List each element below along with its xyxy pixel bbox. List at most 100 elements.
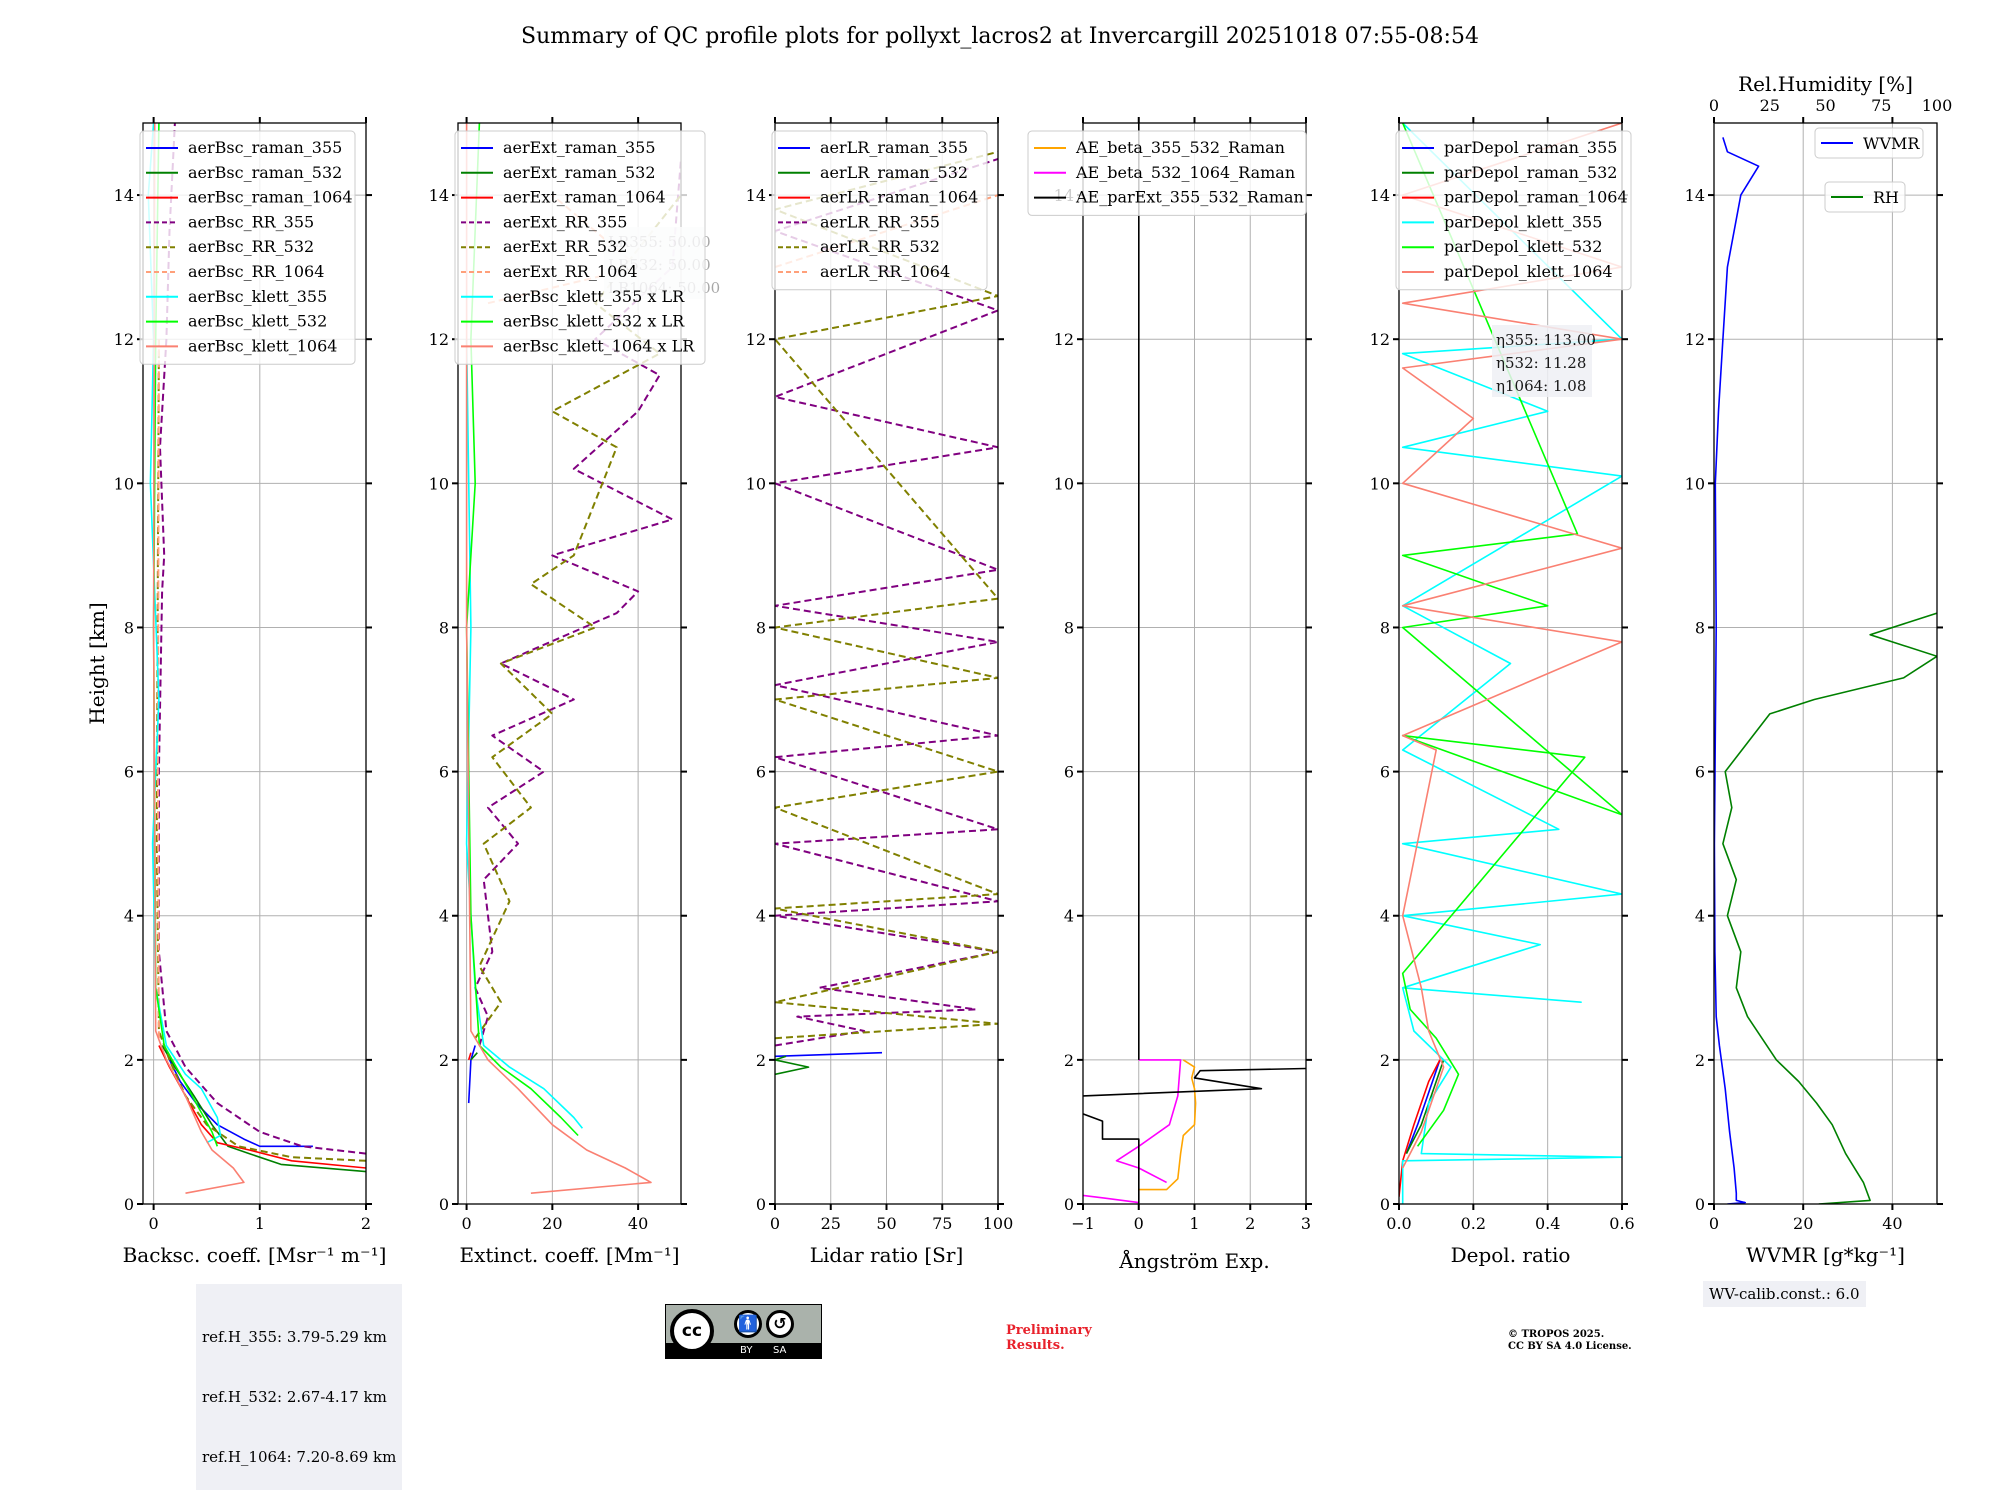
legend-label[interactable]: parDepol_raman_532 [1444, 163, 1617, 182]
y-tick-label: 8 [1064, 618, 1074, 637]
series-line-aerlr-rr-355 [775, 158, 998, 1047]
legend-label[interactable]: aerExt_RR_1064 [503, 262, 638, 281]
y-tick-label: 14 [429, 186, 449, 205]
legend-label[interactable]: parDepol_raman_1064 [1444, 188, 1628, 207]
y-tick-label: 6 [439, 763, 449, 782]
x-tick-label: 25 [821, 1214, 841, 1233]
legend-label[interactable]: parDepol_klett_532 [1444, 237, 1602, 256]
legend-label[interactable]: parDepol_raman_355 [1444, 138, 1617, 157]
y-tick-label: 12 [114, 330, 134, 349]
legend-label[interactable]: aerBsc_klett_355 x LR [503, 287, 685, 306]
legend-label[interactable]: parDepol_klett_1064 [1444, 262, 1613, 281]
legend-label[interactable]: AE_beta_355_532_Raman [1075, 138, 1285, 157]
series-line-pardepol-raman-355 [1405, 1059, 1441, 1154]
x-top-tick-label: 100 [1922, 96, 1953, 115]
x-tick-label: 40 [1882, 1214, 1902, 1233]
series-line-aerbsc-raman-355 [163, 1045, 313, 1148]
legend-label[interactable]: aerLR_raman_532 [820, 163, 968, 182]
x-tick-label: 50 [876, 1214, 896, 1233]
y-tick-label: 4 [756, 907, 766, 926]
y-tick-label: 12 [1370, 330, 1390, 349]
legend-label[interactable]: aerExt_raman_1064 [503, 188, 666, 207]
legend-label[interactable]: aerBsc_klett_355 [188, 287, 327, 306]
series-line-pardepol-klett-355 [1401, 123, 1622, 1204]
series-group [147, 123, 366, 1194]
legend-label[interactable]: aerExt_raman_532 [503, 163, 656, 182]
y-tick-label: 2 [1695, 1051, 1705, 1070]
x-tick-label: 2 [1245, 1214, 1255, 1233]
y-tick-label: 2 [1380, 1051, 1390, 1070]
legend-label[interactable]: WVMR [1863, 134, 1920, 153]
x-top-tick-label: 25 [1760, 96, 1780, 115]
series-line-wvmr [1714, 137, 1760, 1204]
x-axis-label: WVMR [g*kg⁻¹] [1746, 1243, 1905, 1267]
y-tick-label: 2 [756, 1051, 766, 1070]
y-tick-label: 6 [756, 763, 766, 782]
x-axis-label: Ångström Exp. [1118, 1248, 1269, 1273]
y-tick-label: 4 [124, 907, 134, 926]
x-top-tick-label: 50 [1815, 96, 1835, 115]
legend-label[interactable]: RH [1873, 188, 1899, 207]
legend-label[interactable]: aerBsc_klett_1064 [188, 336, 337, 355]
legend-label[interactable]: aerBsc_RR_355 [188, 212, 314, 231]
legend-label[interactable]: aerBsc_raman_355 [188, 138, 342, 157]
legend-label[interactable]: aerBsc_raman_532 [188, 163, 342, 182]
series-line-aerbsc-klett-532-x-lr [465, 123, 579, 1137]
legend-label[interactable]: aerBsc_klett_532 [188, 312, 327, 331]
legend-box [1824, 181, 1906, 213]
y-tick-label: 8 [124, 618, 134, 637]
legend-label[interactable]: aerExt_RR_532 [503, 237, 627, 256]
legend-label[interactable]: parDepol_klett_355 [1444, 212, 1602, 231]
x-tick-label: 0 [770, 1214, 780, 1233]
legend-label[interactable]: AE_parExt_355_532_Raman [1075, 188, 1304, 207]
x-axis-label: Depol. ratio [1451, 1243, 1571, 1267]
legend-label[interactable]: aerBsc_raman_1064 [188, 188, 353, 207]
legend-label[interactable]: aerLR_RR_1064 [820, 262, 950, 281]
legend-label[interactable]: aerLR_raman_1064 [820, 188, 978, 207]
y-tick-label: 6 [1695, 763, 1705, 782]
series-line-aerbsc-klett-532 [152, 123, 219, 1147]
legend-label[interactable]: aerLR_raman_355 [820, 138, 968, 157]
y-tick-label: 4 [1380, 907, 1390, 926]
series-line-aerext-rr-532 [474, 194, 681, 1039]
series-line-aerlr-raman-532 [775, 1055, 810, 1076]
y-tick-label: 14 [746, 186, 766, 205]
x-tick-label: 0 [1709, 1214, 1719, 1233]
x-axis-label: Lidar ratio [Sr] [810, 1243, 964, 1267]
wv-calibration-box: WV-calib.const.: 6.0 [1703, 1281, 1866, 1307]
sa-label: SA [773, 1345, 787, 1356]
y-tick-label: 2 [439, 1051, 449, 1070]
legend-box [1814, 127, 1924, 159]
legend-label[interactable]: aerBsc_RR_532 [188, 237, 314, 256]
preliminary-note: Preliminary Results. [1006, 1323, 1092, 1353]
legend-label[interactable]: aerBsc_klett_1064 x LR [503, 336, 695, 355]
legend-label[interactable]: aerLR_RR_355 [820, 212, 940, 231]
series-line-aerbsc-klett-355-x-lr [465, 339, 584, 1129]
y-tick-label: 14 [114, 186, 134, 205]
series-line-rh [1722, 612, 1937, 1204]
legend-label[interactable]: aerExt_RR_355 [503, 212, 627, 231]
series-group [1083, 123, 1306, 1204]
x-tick-label: 20 [542, 1214, 562, 1233]
panel-angstrom: −1012302468101214Ångström Exp.AE_beta_35… [1027, 117, 1312, 1273]
annotation-box [1492, 325, 1592, 397]
legend-label[interactable]: aerBsc_RR_1064 [188, 262, 324, 281]
y-tick-label: 10 [746, 474, 766, 493]
y-tick-label: 0 [1695, 1195, 1705, 1214]
annotation-text: η355: 113.00 [1496, 331, 1596, 349]
legend-label[interactable]: aerExt_raman_355 [503, 138, 656, 157]
axes-frame [457, 122, 682, 1205]
legend-label[interactable]: aerBsc_klett_532 x LR [503, 312, 685, 331]
y-axis-label: Height [km] [85, 602, 109, 724]
x-tick-label: 1 [255, 1214, 265, 1233]
y-tick-label: 14 [1685, 186, 1705, 205]
series-line-aerext-raman-1064 [467, 1052, 472, 1061]
y-tick-label: 10 [114, 474, 134, 493]
x-tick-label: 0.4 [1535, 1214, 1560, 1233]
cc-by-sa-badge[interactable]: cc 🚹 ↺ BY SA [665, 1304, 822, 1359]
x-tick-label: 0.2 [1461, 1214, 1486, 1233]
legend-label[interactable]: aerLR_RR_532 [820, 237, 940, 256]
legend-label[interactable]: AE_beta_532_1064_Raman [1075, 163, 1295, 182]
axes-frame [1713, 122, 1938, 1205]
